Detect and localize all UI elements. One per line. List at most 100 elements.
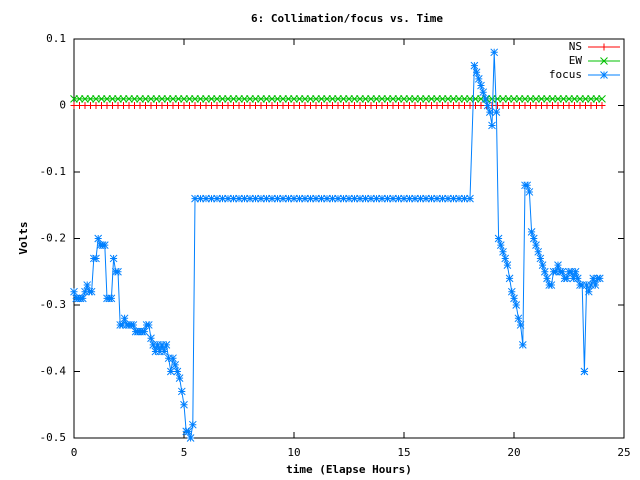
data-point — [262, 94, 271, 103]
data-point — [147, 334, 155, 343]
data-point — [490, 48, 499, 57]
x-tick-label: 20 — [507, 446, 520, 459]
data-point — [224, 94, 232, 103]
data-point — [312, 94, 320, 103]
data-point — [470, 61, 479, 70]
data-point — [284, 94, 293, 103]
data-point — [279, 194, 287, 203]
data-point — [339, 194, 348, 203]
data-point — [515, 94, 524, 103]
data-point — [109, 254, 118, 263]
data-point — [196, 94, 205, 103]
data-point — [130, 94, 139, 103]
data-point — [149, 341, 158, 349]
data-point — [521, 94, 529, 103]
data-point — [503, 261, 512, 269]
data-point — [576, 94, 584, 103]
data-point — [100, 241, 109, 250]
data-point — [180, 94, 188, 103]
data-point — [81, 287, 89, 296]
data-point — [202, 194, 210, 203]
data-point — [416, 94, 425, 103]
data-point — [251, 94, 260, 103]
data-point — [411, 194, 419, 203]
data-point — [94, 234, 103, 243]
data-point — [383, 194, 392, 203]
data-point — [400, 194, 408, 203]
data-point — [540, 267, 549, 276]
data-point — [120, 314, 129, 323]
data-point — [163, 94, 172, 103]
data-point — [185, 94, 194, 103]
y-tick-label: -0.3 — [40, 298, 67, 311]
data-point — [581, 94, 590, 103]
data-point — [218, 194, 227, 203]
data-point — [213, 94, 221, 103]
data-point — [356, 94, 364, 103]
data-point — [155, 347, 164, 356]
data-point — [394, 194, 403, 203]
data-point — [246, 94, 254, 103]
data-point — [103, 94, 111, 103]
data-point — [312, 194, 320, 203]
chart-title: 6: Collimation/focus vs. Time — [251, 12, 443, 25]
x-tick-label: 15 — [397, 446, 410, 459]
data-point — [240, 94, 249, 103]
data-point — [273, 94, 282, 103]
data-point — [488, 94, 496, 103]
data-point — [551, 267, 560, 276]
data-point — [559, 94, 568, 103]
data-point — [92, 94, 100, 103]
data-point — [158, 341, 166, 349]
data-point — [492, 108, 501, 117]
data-point — [493, 94, 502, 103]
data-point — [460, 94, 469, 103]
data-point — [527, 227, 536, 236]
data-point — [224, 194, 232, 203]
data-point — [427, 94, 436, 103]
data-point — [177, 387, 186, 396]
data-point — [529, 234, 538, 243]
data-point — [378, 94, 386, 103]
data-point — [180, 400, 188, 409]
data-point — [565, 94, 573, 103]
x-tick-label: 5 — [181, 446, 188, 459]
data-point — [510, 94, 518, 103]
data-point — [334, 94, 342, 103]
data-point — [573, 274, 582, 283]
data-point — [405, 194, 414, 203]
data-point — [422, 94, 430, 103]
data-point — [339, 94, 348, 103]
data-point — [501, 254, 510, 263]
data-point — [449, 194, 458, 203]
data-point — [455, 94, 463, 103]
y-tick-label: -0.5 — [40, 431, 67, 444]
data-point — [125, 94, 133, 103]
data-point — [140, 327, 149, 336]
data-point — [449, 94, 458, 103]
data-point — [290, 94, 298, 103]
data-point — [598, 102, 606, 109]
data-point — [361, 94, 370, 103]
data-point — [504, 94, 513, 103]
data-point — [466, 194, 474, 203]
data-point — [240, 194, 249, 203]
data-point — [584, 287, 593, 296]
data-point — [301, 94, 309, 103]
data-point — [356, 194, 364, 203]
data-point — [510, 294, 518, 303]
data-point — [525, 188, 534, 196]
y-tick-label: -0.2 — [40, 232, 67, 245]
data-point — [518, 341, 527, 349]
data-point — [389, 194, 397, 203]
data-point — [86, 94, 95, 103]
data-point — [175, 374, 184, 383]
data-point — [107, 294, 116, 303]
data-point — [213, 194, 221, 203]
data-point — [173, 367, 182, 376]
data-point — [323, 94, 331, 103]
data-point — [547, 281, 556, 289]
x-tick-label: 10 — [287, 446, 300, 459]
data-point — [317, 194, 326, 203]
data-point — [218, 94, 227, 103]
